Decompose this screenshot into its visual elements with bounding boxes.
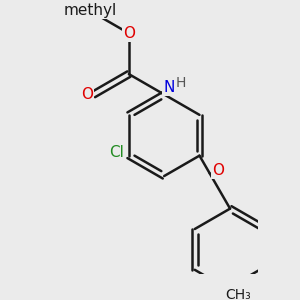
Text: Cl: Cl bbox=[109, 145, 124, 160]
Text: O: O bbox=[212, 163, 224, 178]
Text: CH₃: CH₃ bbox=[226, 288, 251, 300]
Text: O: O bbox=[81, 87, 93, 102]
Text: methyl: methyl bbox=[91, 12, 96, 14]
Text: O: O bbox=[123, 26, 135, 41]
Text: H: H bbox=[176, 76, 186, 90]
Text: N: N bbox=[163, 80, 174, 95]
Text: methyl: methyl bbox=[64, 3, 117, 18]
